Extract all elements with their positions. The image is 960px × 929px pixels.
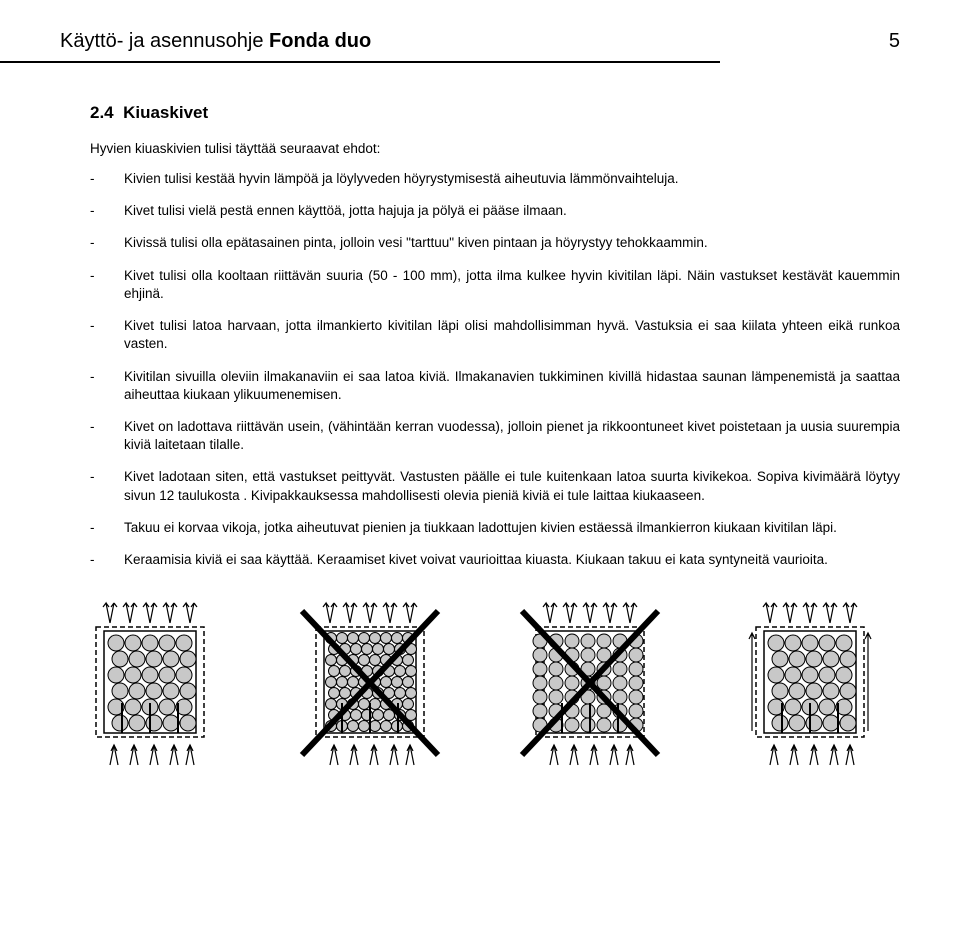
diagram-heater-1 — [70, 593, 230, 773]
list-item: -Kivet on ladottava riittävän usein, (vä… — [90, 418, 900, 454]
bullet-dash: - — [90, 519, 124, 537]
document-header: Käyttö- ja asennusohje Fonda duo 5 — [60, 30, 900, 53]
list-item: -Keraamisia kiviä ei saa käyttää. Keraam… — [90, 551, 900, 569]
bullet-dash: - — [90, 418, 124, 454]
diagram-heater-2 — [290, 593, 450, 773]
bullet-dash: - — [90, 551, 124, 569]
bullet-dash: - — [90, 368, 124, 404]
bullet-text: Kivet tulisi olla kooltaan riittävän suu… — [124, 267, 900, 303]
section-heading: 2.4 Kiuaskivet — [90, 103, 900, 123]
section-title: Kiuaskivet — [123, 103, 208, 122]
bullet-list: -Kivien tulisi kestää hyvin lämpöä ja lö… — [90, 170, 900, 569]
list-item: -Takuu ei korvaa vikoja, jotka aiheutuva… — [90, 519, 900, 537]
bullet-text: Kivet ladotaan siten, että vastukset pei… — [124, 468, 900, 504]
bullet-text: Kivet tulisi latoa harvaan, jotta ilmank… — [124, 317, 900, 353]
bullet-text: Kivet tulisi vielä pestä ennen käyttöä, … — [124, 202, 900, 220]
bullet-text: Takuu ei korvaa vikoja, jotka aiheutuvat… — [124, 519, 900, 537]
diagram-heater-4 — [730, 593, 890, 773]
bullet-text: Kivien tulisi kestää hyvin lämpöä ja löy… — [124, 170, 900, 188]
page-number: 5 — [889, 30, 900, 53]
list-item: -Kivitilan sivuilla oleviin ilmakanaviin… — [90, 368, 900, 404]
bullet-dash: - — [90, 234, 124, 252]
bullet-text: Kivissä tulisi olla epätasainen pinta, j… — [124, 234, 900, 252]
diagram-heater-3 — [510, 593, 670, 773]
list-item: -Kivet ladotaan siten, että vastukset pe… — [90, 468, 900, 504]
section-number: 2.4 — [90, 103, 114, 122]
list-item: -Kivet tulisi olla kooltaan riittävän su… — [90, 267, 900, 303]
bullet-text: Kivitilan sivuilla oleviin ilmakanaviin … — [124, 368, 900, 404]
bullet-text: Keraamisia kiviä ei saa käyttää. Keraami… — [124, 551, 900, 569]
list-item: -Kivet tulisi vielä pestä ennen käyttöä,… — [90, 202, 900, 220]
list-item: -Kivien tulisi kestää hyvin lämpöä ja lö… — [90, 170, 900, 188]
list-item: -Kivissä tulisi olla epätasainen pinta, … — [90, 234, 900, 252]
list-item: -Kivet tulisi latoa harvaan, jotta ilman… — [90, 317, 900, 353]
bullet-dash: - — [90, 202, 124, 220]
document-title: Käyttö- ja asennusohje Fonda duo — [60, 30, 371, 53]
bullet-text: Kivet on ladottava riittävän usein, (väh… — [124, 418, 900, 454]
title-prefix: Käyttö- ja asennusohje — [60, 30, 269, 52]
bullet-dash: - — [90, 267, 124, 303]
diagram-row — [60, 593, 900, 773]
bullet-dash: - — [90, 317, 124, 353]
section-intro: Hyvien kiuaskivien tulisi täyttää seuraa… — [90, 141, 900, 156]
bullet-dash: - — [90, 170, 124, 188]
title-product: Fonda duo — [269, 30, 371, 52]
bullet-dash: - — [90, 468, 124, 504]
header-rule — [0, 61, 720, 63]
